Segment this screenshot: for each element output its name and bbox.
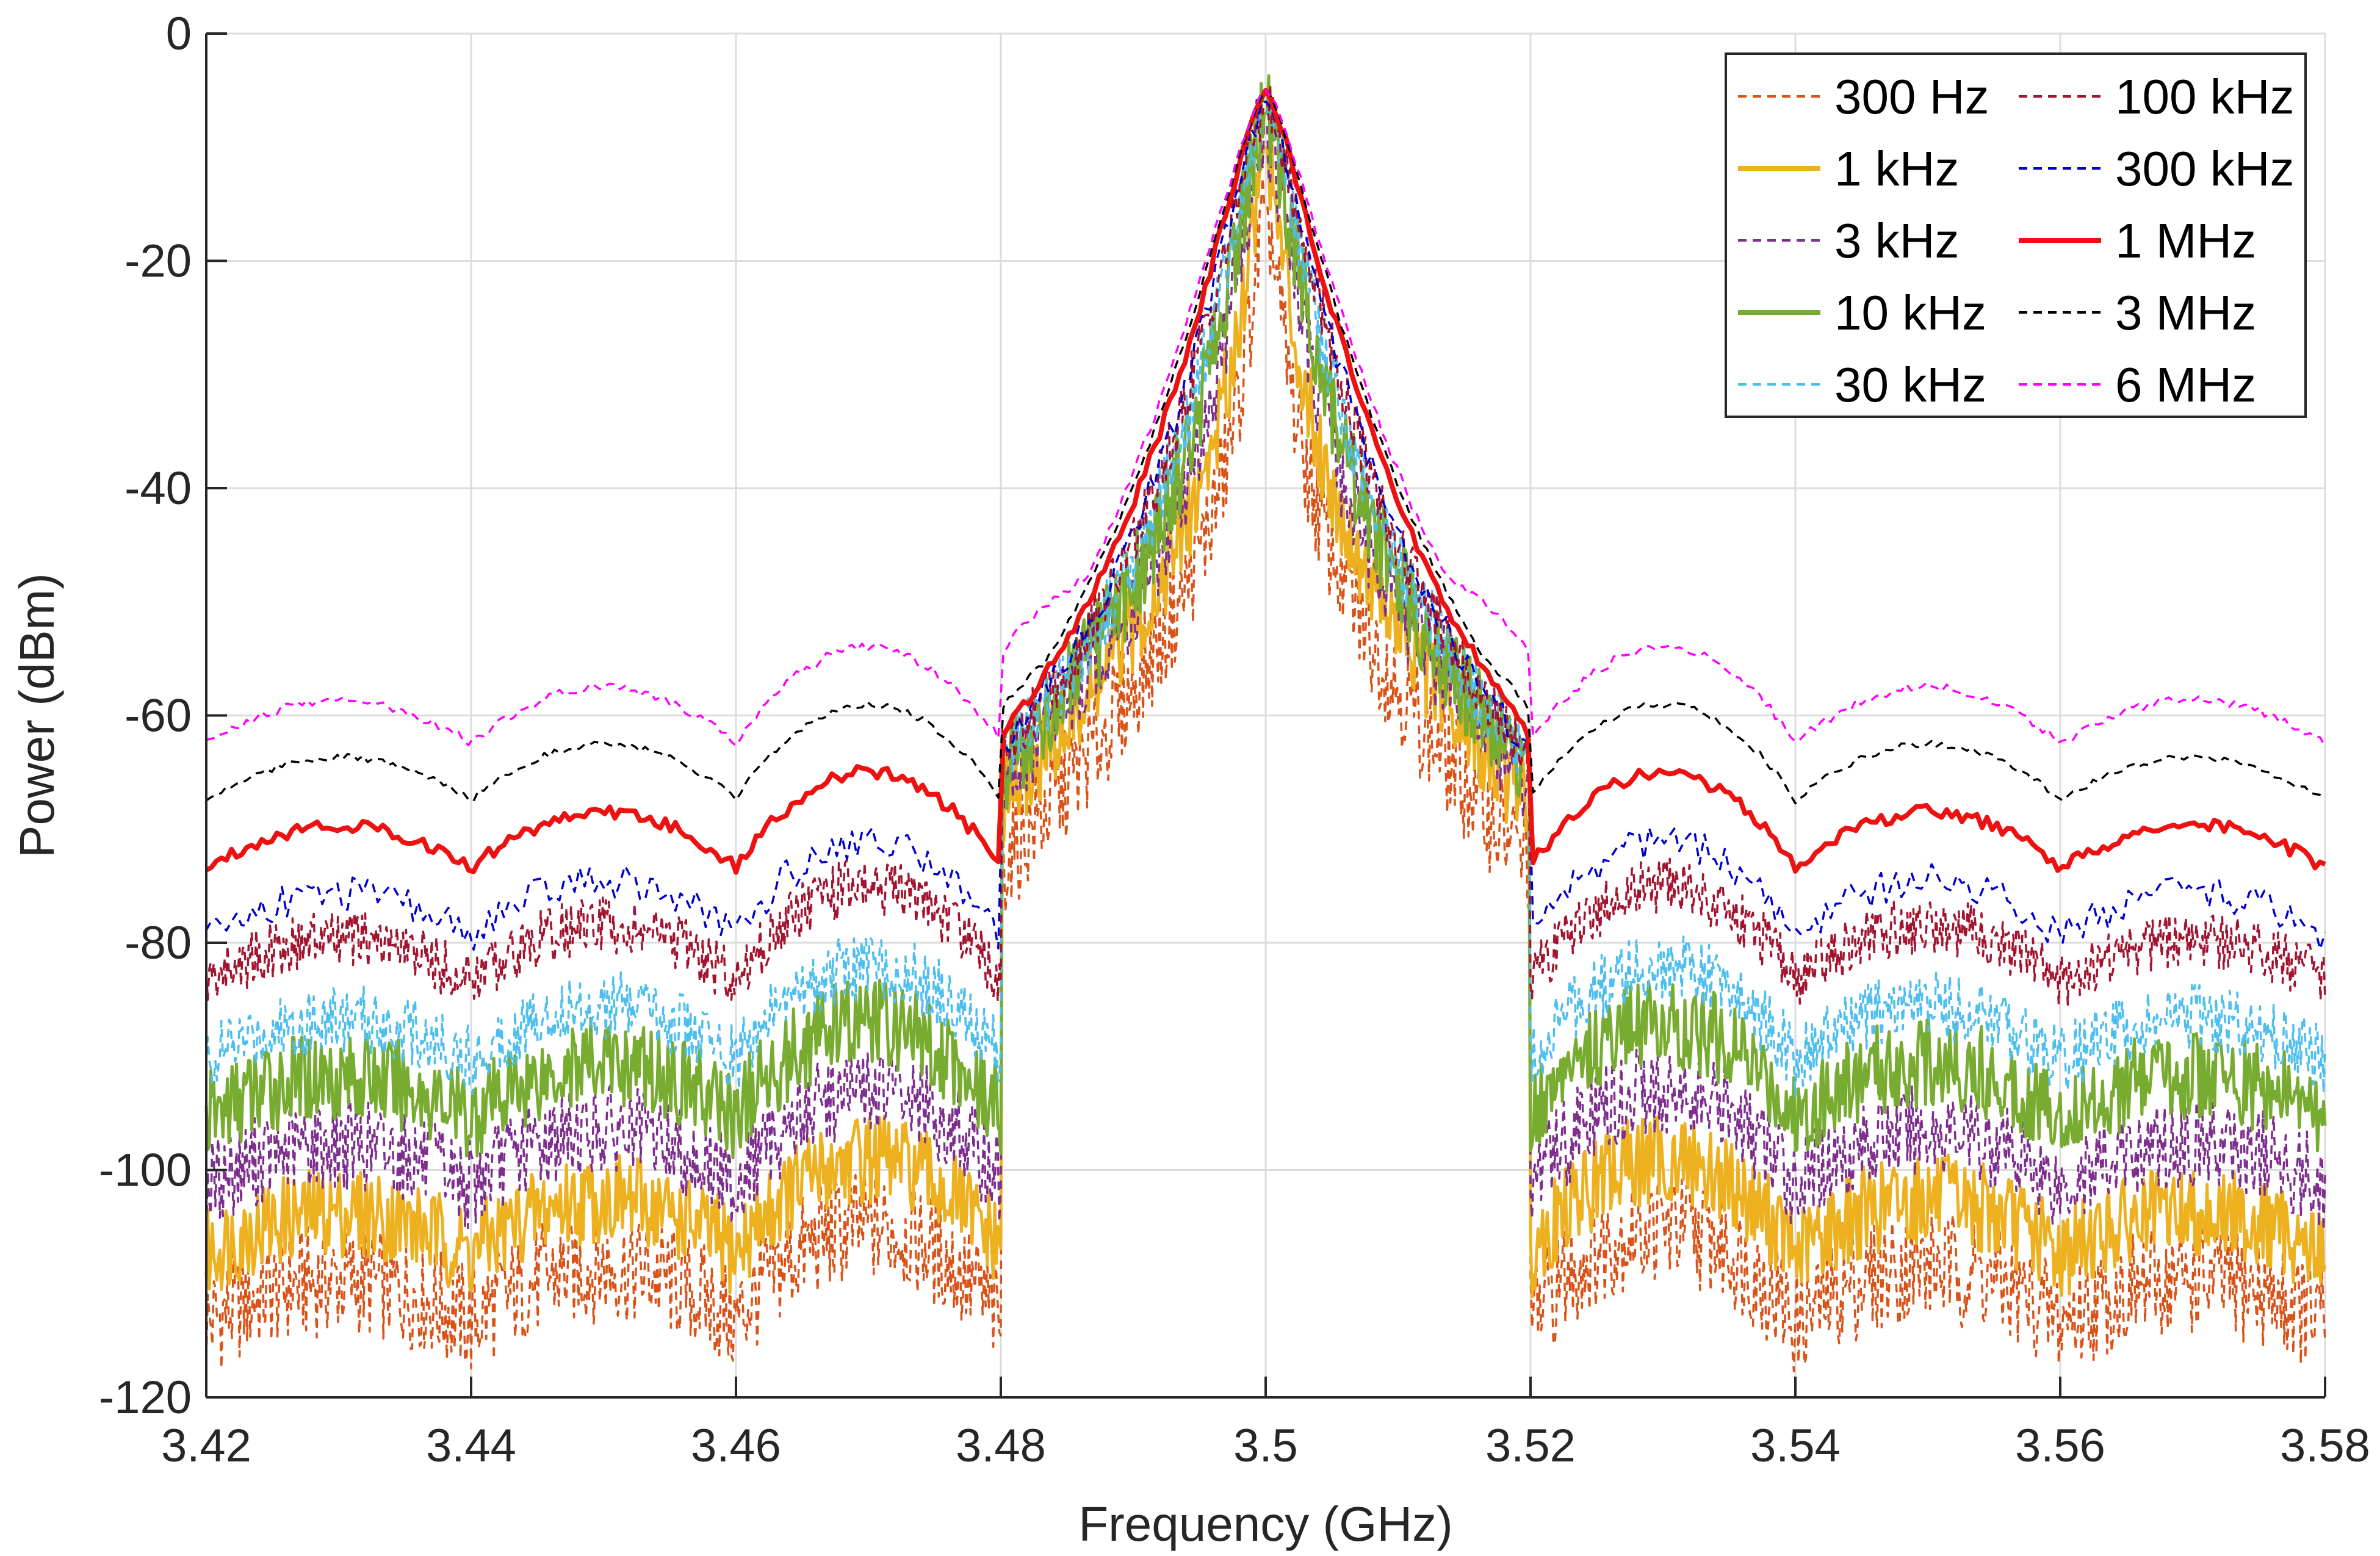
series-line-1-khz bbox=[204, 132, 2327, 1298]
x-axis-label: Frequency (GHz) bbox=[1078, 1497, 1452, 1551]
legend-entry-label: 100 kHz bbox=[2115, 70, 2294, 124]
y-tick-label: -40 bbox=[124, 463, 192, 514]
series-line-300-khz bbox=[205, 101, 2326, 951]
legend-entry-label: 10 kHz bbox=[1834, 286, 1986, 340]
x-tick-label: 3.56 bbox=[2015, 1420, 2105, 1472]
legend-entry-label: 30 kHz bbox=[1834, 358, 1986, 412]
y-tick-label: 0 bbox=[166, 8, 192, 60]
y-axis-label: Power (dBm) bbox=[10, 573, 64, 858]
legend-entry-label: 6 MHz bbox=[2115, 358, 2256, 412]
y-tick-label: -60 bbox=[124, 690, 192, 742]
legend-entry-label: 3 MHz bbox=[2115, 286, 2256, 340]
legend-entry-label: 300 kHz bbox=[2115, 142, 2294, 196]
y-tick-label: -80 bbox=[124, 917, 192, 969]
legend-entry-label: 1 MHz bbox=[2115, 214, 2256, 268]
x-tick-label: 3.58 bbox=[2280, 1420, 2370, 1472]
y-tick-label: -100 bbox=[99, 1145, 192, 1197]
x-tick-label: 3.46 bbox=[691, 1420, 781, 1472]
legend-box bbox=[1725, 52, 2307, 418]
legend: 300 Hz 1 kHz 3 kHz 10 kHz 30 kHz 100 kHz 300 k… bbox=[1725, 52, 2307, 418]
x-tick-label: 3.54 bbox=[1750, 1420, 1841, 1472]
legend-entry-label: 300 Hz bbox=[1834, 70, 1989, 124]
x-tick-label: 3.42 bbox=[161, 1420, 251, 1472]
series-line-6-mhz bbox=[206, 89, 2326, 747]
legend-entry-label: 1 kHz bbox=[1834, 142, 1960, 196]
series-line-3-khz bbox=[205, 112, 2326, 1231]
series-line-10-khz bbox=[204, 74, 2327, 1159]
series-layer bbox=[204, 74, 2327, 1373]
x-tick-label: 3.52 bbox=[1485, 1420, 1576, 1472]
series-line-300-hz bbox=[205, 176, 2326, 1373]
y-tick-label: -20 bbox=[124, 236, 192, 287]
x-tick-label: 3.5 bbox=[1233, 1420, 1298, 1472]
legend-entry-label: 3 kHz bbox=[1834, 214, 1960, 268]
y-tick-label: -120 bbox=[99, 1372, 192, 1424]
tick-labels: 3.42 3.44 3.46 3.48 3.5 3.52 3.54 3.56 3.58 0 -20 -… bbox=[99, 8, 2370, 1472]
x-tick-label: 3.44 bbox=[426, 1420, 516, 1472]
x-tick-label: 3.48 bbox=[956, 1420, 1046, 1472]
axes bbox=[205, 32, 2326, 1399]
